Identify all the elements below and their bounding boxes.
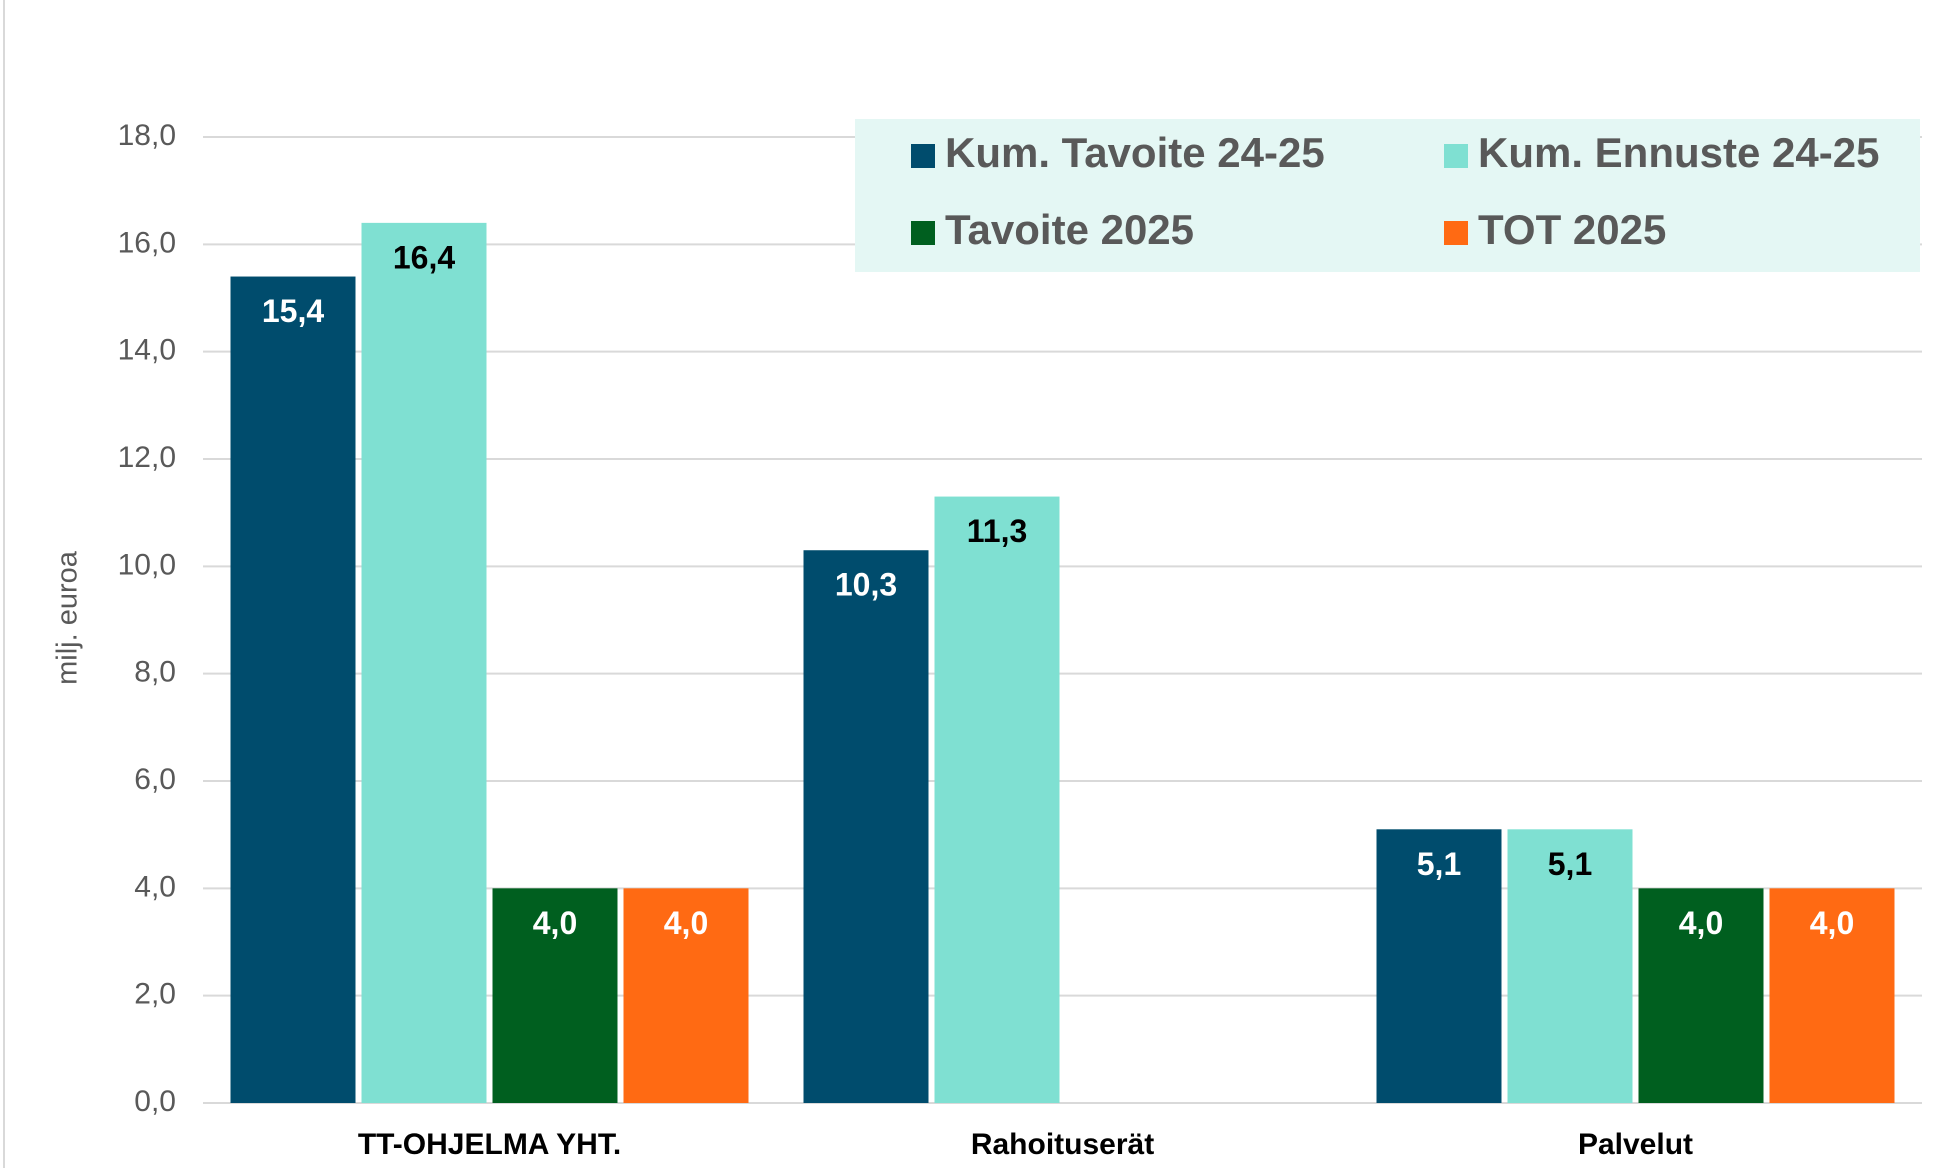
legend-swatch: [911, 144, 935, 168]
data-label: 10,3: [835, 567, 897, 603]
bar: [1507, 829, 1633, 1103]
bar: [934, 496, 1060, 1104]
y-tick-label: 18,0: [118, 119, 176, 152]
y-tick-label: 14,0: [118, 334, 176, 367]
data-label: 4,0: [533, 905, 577, 941]
y-tick-label: 10,0: [118, 548, 176, 581]
data-label: 11,3: [967, 513, 1028, 549]
bar: [1376, 829, 1502, 1103]
data-label: 4,0: [1810, 905, 1854, 941]
x-tick-label: TT-OHJELMA YHT.: [358, 1128, 621, 1161]
bar: [1638, 888, 1764, 1103]
x-tick-label: Palvelut: [1578, 1128, 1693, 1161]
legend-swatch: [1444, 144, 1468, 168]
data-label: 5,1: [1548, 846, 1592, 882]
y-tick-label: 12,0: [118, 441, 176, 474]
y-tick-label: 0,0: [134, 1085, 176, 1118]
data-label: 4,0: [664, 905, 708, 941]
data-label: 4,0: [1679, 905, 1723, 941]
legend-swatch: [1444, 221, 1468, 245]
data-label: 16,4: [393, 239, 455, 275]
legend-label: Tavoite 2025: [945, 206, 1194, 253]
y-tick-label: 8,0: [134, 656, 176, 689]
y-tick-label: 16,0: [118, 226, 176, 259]
bar: [230, 276, 356, 1103]
bar: [1769, 888, 1895, 1103]
legend-swatch: [911, 221, 935, 245]
legend-box: [855, 119, 1920, 272]
bar: [492, 888, 618, 1103]
bar: [803, 550, 929, 1103]
legend-label: Kum. Ennuste 24-25: [1478, 129, 1879, 176]
y-tick-label: 6,0: [134, 763, 176, 796]
legend-label: Kum. Tavoite 24-25: [945, 129, 1325, 176]
bar: [623, 888, 749, 1103]
data-label: 5,1: [1417, 846, 1461, 882]
data-label: 15,4: [262, 293, 324, 329]
y-axis-label: milj. euroa: [52, 550, 84, 685]
y-tick-label: 4,0: [134, 870, 176, 903]
bar: [361, 222, 487, 1103]
legend-label: TOT 2025: [1478, 206, 1666, 253]
x-tick-label: Rahoituserät: [971, 1128, 1154, 1161]
y-tick-label: 2,0: [134, 978, 176, 1011]
